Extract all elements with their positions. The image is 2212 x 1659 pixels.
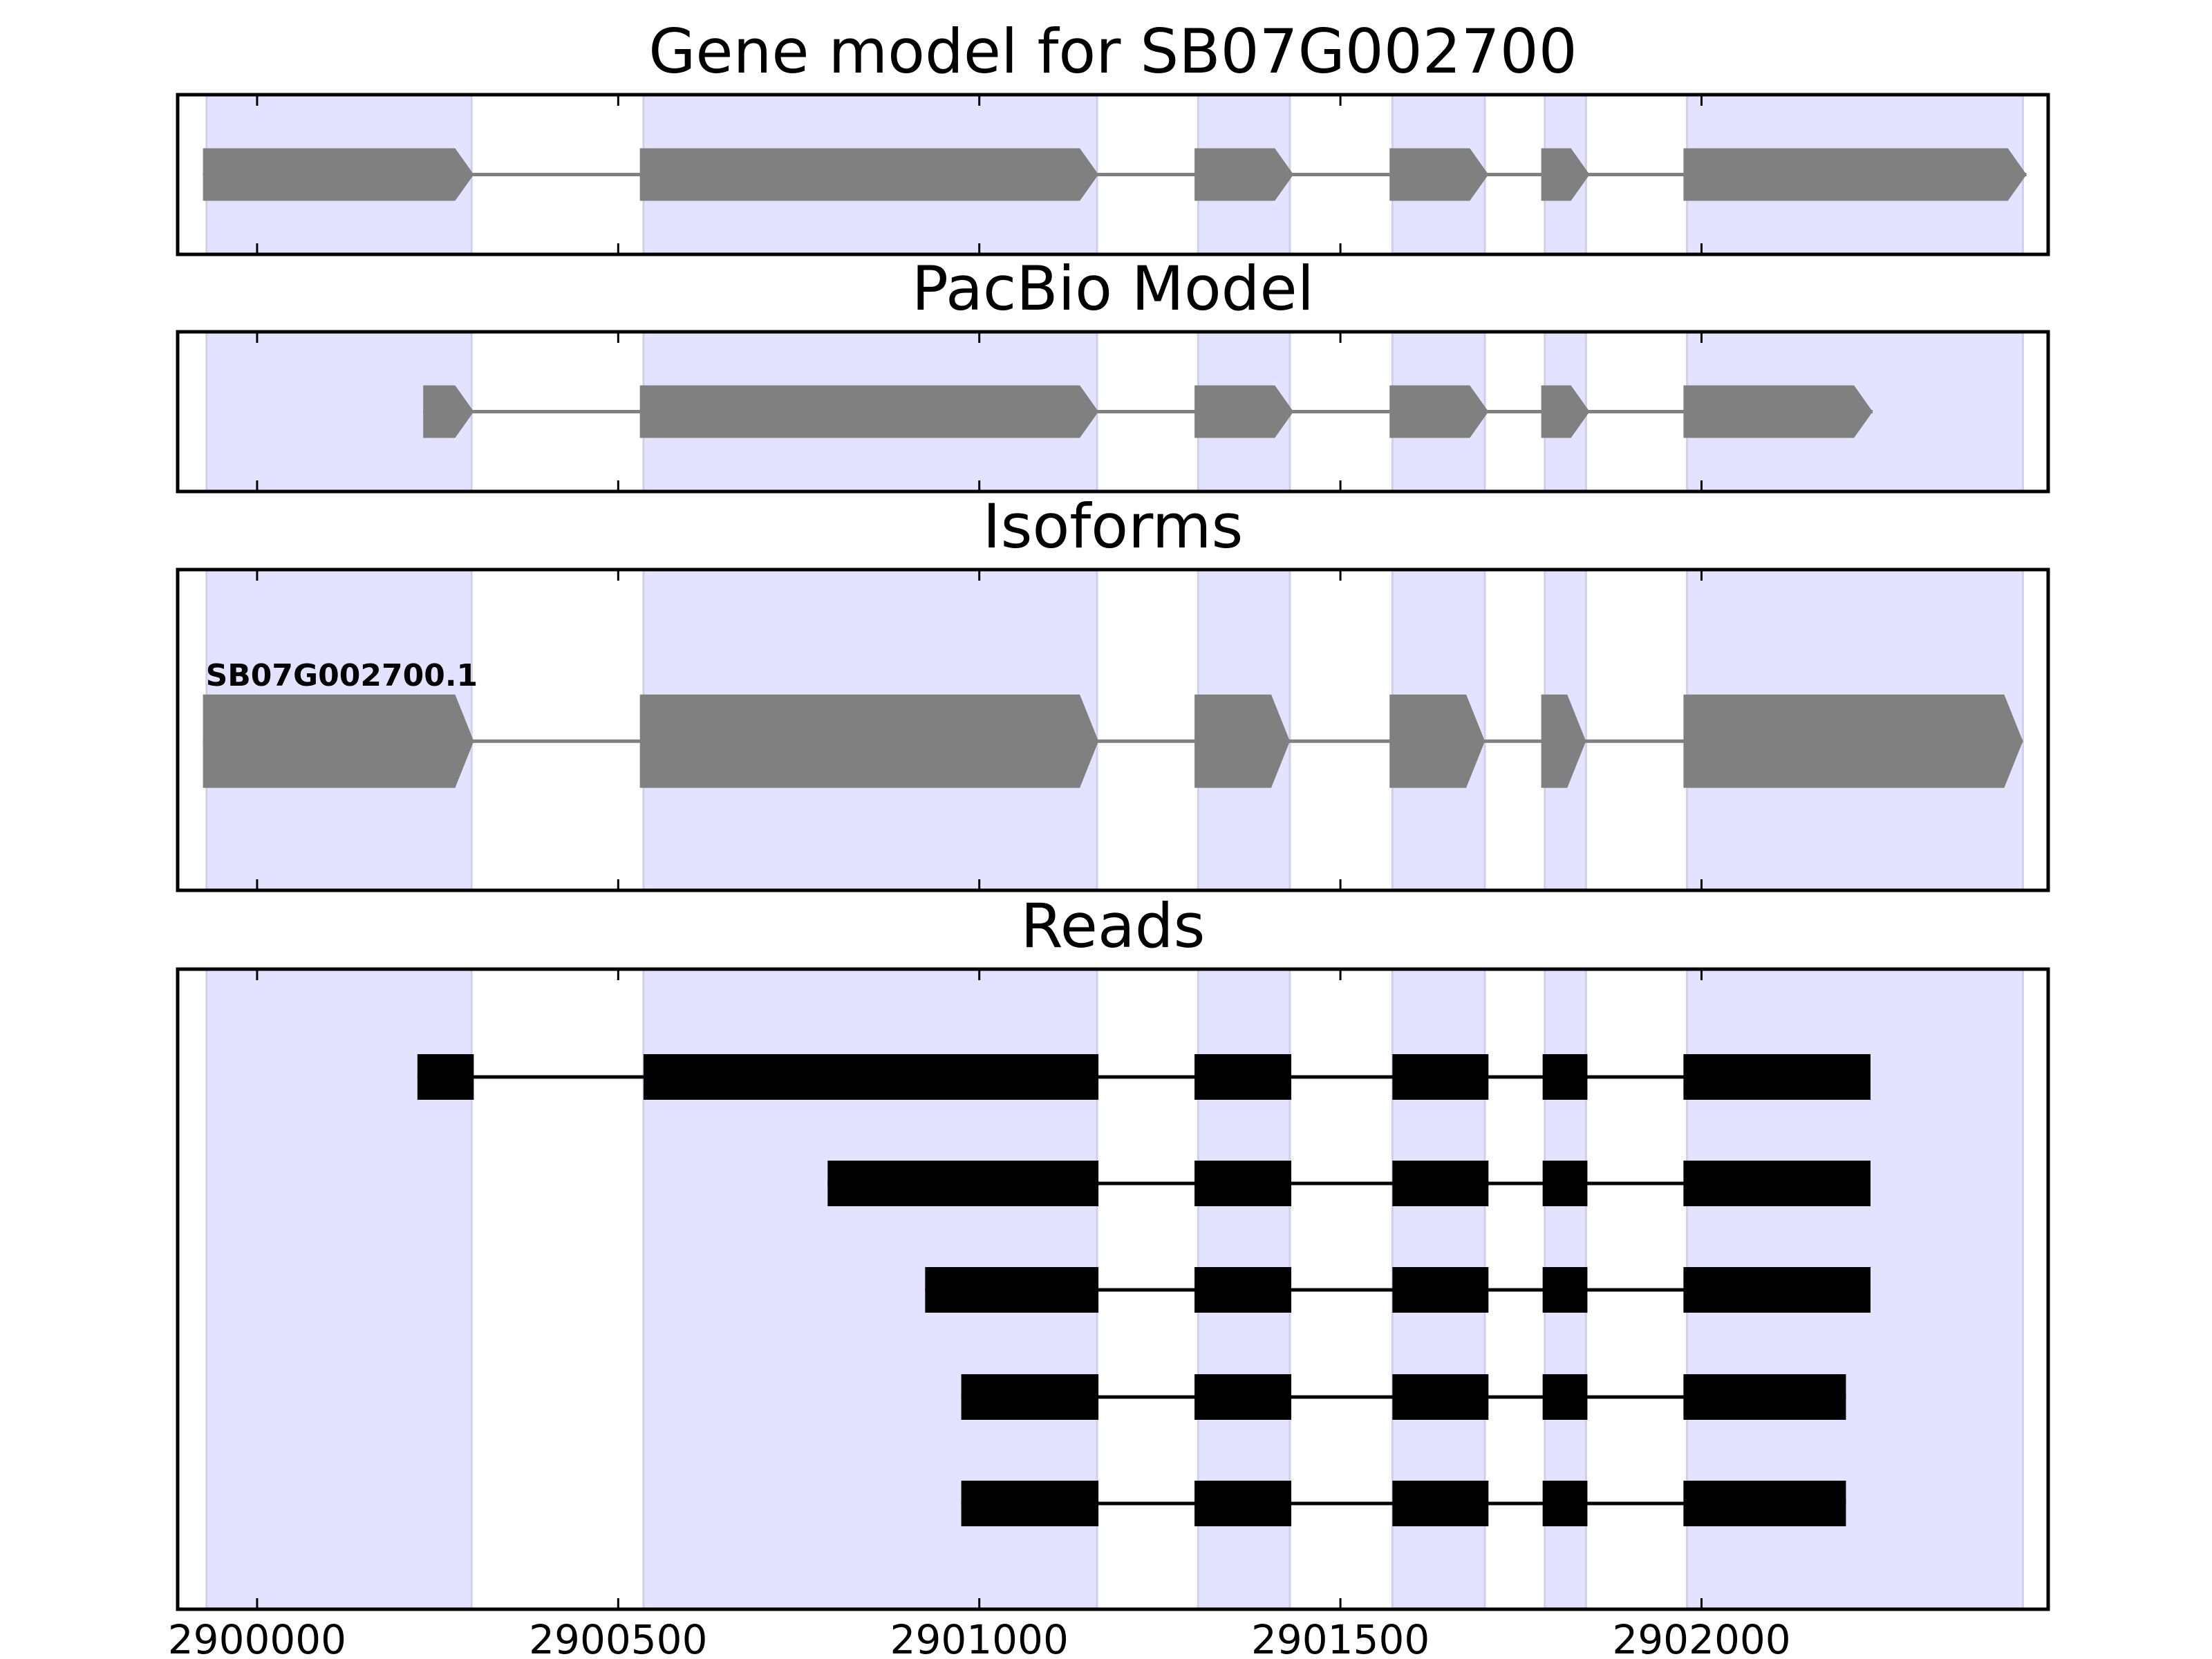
read-block-4 <box>1392 1054 1489 1100</box>
exon-2 <box>639 694 1099 788</box>
read-block-5 <box>1683 1161 1871 1206</box>
exon-3 <box>1194 385 1294 438</box>
exon-1 <box>423 385 474 438</box>
read-3 <box>925 1267 1871 1313</box>
read-block-2 <box>1194 1374 1292 1420</box>
exon-2 <box>639 385 1099 438</box>
read-block-3 <box>1392 1481 1489 1526</box>
read-block-1 <box>925 1267 1099 1313</box>
x-tick-label: 2902000 <box>1612 1616 1790 1659</box>
panel-frame <box>176 568 2050 892</box>
panel-frame <box>176 330 2050 494</box>
read-block-4 <box>1542 1161 1588 1206</box>
x-tick-label: 2901500 <box>1251 1616 1430 1659</box>
exon-4 <box>1389 385 1489 438</box>
x-tick-label: 2901000 <box>890 1616 1069 1659</box>
exon-6 <box>1683 694 2023 788</box>
panel-title: Isoforms <box>983 491 1244 562</box>
read-block-2 <box>1194 1267 1292 1313</box>
panel-title: PacBio Model <box>912 253 1314 324</box>
read-block-1 <box>961 1374 1099 1420</box>
read-4 <box>961 1374 1846 1420</box>
read-block-3 <box>1194 1054 1292 1100</box>
read-2 <box>827 1161 1871 1206</box>
gene-model-1 <box>203 148 2027 201</box>
read-block-1 <box>827 1161 1099 1206</box>
read-block-3 <box>1392 1161 1489 1206</box>
read-1 <box>417 1054 1871 1100</box>
read-5 <box>961 1481 1846 1526</box>
exon-1 <box>203 148 474 201</box>
read-block-5 <box>1683 1481 1846 1526</box>
isoform-label: SB07G002700.1 <box>206 658 478 693</box>
read-block-4 <box>1542 1267 1588 1313</box>
panel-title: Gene model for SB07G002700 <box>648 16 1577 87</box>
x-tick-label: 2900000 <box>168 1616 346 1659</box>
panel-3: Isoforms SB07G002700.1 <box>176 491 2050 892</box>
read-block-3 <box>1392 1267 1489 1313</box>
gene-model-1 <box>423 385 1873 438</box>
exon-3 <box>1194 694 1290 788</box>
panel-title: Reads <box>1021 890 1206 962</box>
read-block-5 <box>1683 1267 1871 1313</box>
read-block-5 <box>1683 1374 1846 1420</box>
panel-4: Reads <box>176 890 2050 1611</box>
exon-4 <box>1389 148 1489 201</box>
exon-3 <box>1194 148 1294 201</box>
exon-5 <box>1541 385 1590 438</box>
exon-6 <box>1683 148 2027 201</box>
read-block-2 <box>1194 1161 1292 1206</box>
read-block-6 <box>1683 1054 1871 1100</box>
exon-4 <box>1389 694 1485 788</box>
exon-5 <box>1541 694 1586 788</box>
isoform-1: SB07G002700.1 <box>203 658 2023 788</box>
panel-2: PacBio Model <box>176 253 2050 494</box>
exon-5 <box>1541 148 1590 201</box>
read-block-1 <box>417 1054 474 1100</box>
read-block-1 <box>961 1481 1099 1526</box>
panel-1: Gene model for SB07G002700 <box>176 16 2050 256</box>
exon-6 <box>1683 385 1873 438</box>
exon-2 <box>639 148 1099 201</box>
read-block-4 <box>1542 1374 1588 1420</box>
exon-1 <box>203 694 474 788</box>
panel-frame <box>176 967 2050 1611</box>
panel-frame <box>176 93 2050 256</box>
read-block-4 <box>1542 1481 1588 1526</box>
read-block-2 <box>1194 1481 1292 1526</box>
read-block-3 <box>1392 1374 1489 1420</box>
read-block-5 <box>1542 1054 1588 1100</box>
read-block-2 <box>643 1054 1099 1100</box>
x-axis-tick-labels: 2900000 2900500 2901000 2901500 2902000 <box>168 1616 1791 1659</box>
x-tick-label: 2900500 <box>529 1616 707 1659</box>
